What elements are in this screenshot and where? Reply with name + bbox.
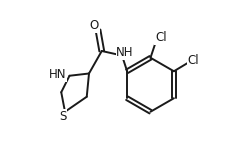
Text: Cl: Cl	[155, 32, 167, 44]
Text: Cl: Cl	[188, 54, 200, 67]
Text: HN: HN	[49, 69, 66, 81]
Text: S: S	[59, 110, 66, 123]
Text: NH: NH	[116, 46, 134, 59]
Text: O: O	[90, 19, 99, 32]
